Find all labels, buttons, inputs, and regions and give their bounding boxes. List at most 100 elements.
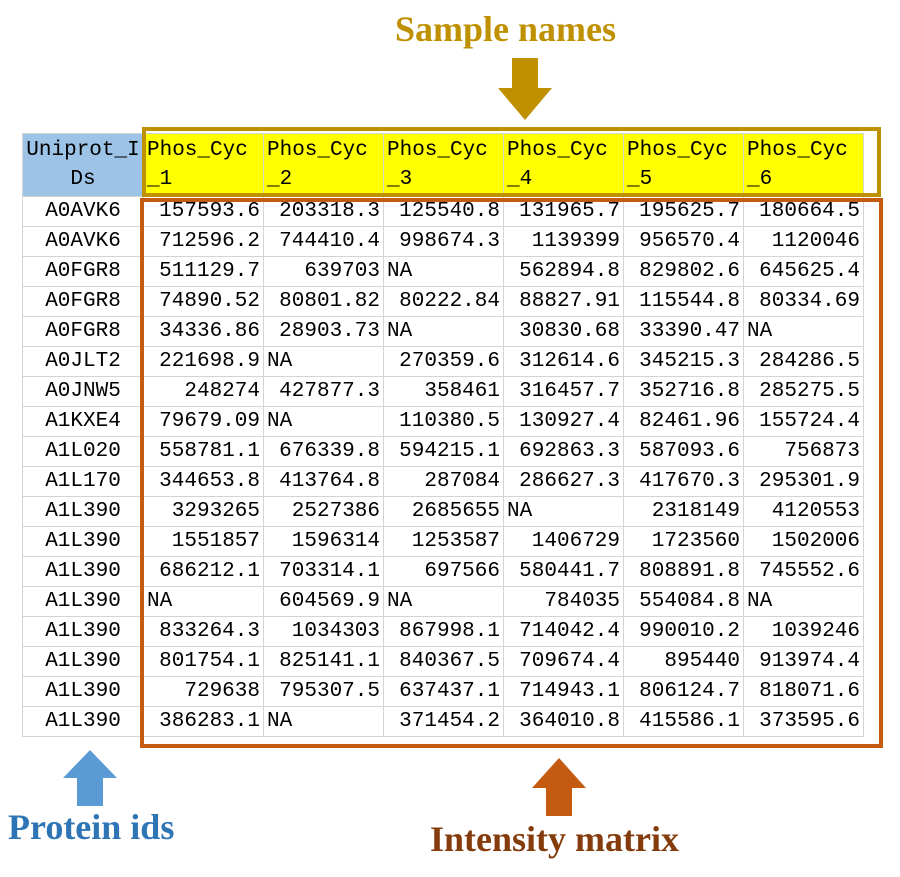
table-row: A1L390 1551857 1596314 1253587 1406729 172356… — [22, 526, 864, 557]
intensity-cell: 417670.3 — [623, 466, 744, 497]
intensity-cell: 558781.1 — [143, 436, 264, 467]
protein-id-cell: A1L020 — [22, 436, 144, 467]
intensity-cell: 562894.8 — [503, 256, 624, 287]
intensity-cell: 352716.8 — [623, 376, 744, 407]
table-row: A1L390 833264.3 1034303 867998.1 714042.4 990… — [22, 616, 864, 647]
intensity-table: Uniprot_IDs Phos_Cyc_1 Phos_Cyc_2 Phos_Cyc… — [22, 133, 864, 737]
intensity-cell: 833264.3 — [143, 616, 264, 647]
intensity-cell: 840367.5 — [383, 646, 504, 677]
sample-names-box — [142, 127, 881, 197]
protein-id-cell: A1L390 — [22, 556, 144, 587]
intensity-cell: 697566 — [383, 556, 504, 587]
intensity-cell: 744410.4 — [263, 226, 384, 257]
intensity-cell: 295301.9 — [743, 466, 864, 497]
intensity-cell: 358461 — [383, 376, 504, 407]
intensity-cell: 554084.8 — [623, 586, 744, 617]
intensity-cell: 1723560 — [623, 526, 744, 557]
protein-id-cell: A1L390 — [22, 526, 144, 557]
intensity-cell: 709674.4 — [503, 646, 624, 677]
intensity-cell: 1034303 — [263, 616, 384, 647]
sample-column-header-label: Phos_Cyc_4 — [507, 139, 608, 191]
protein-id-cell: A1L390 — [22, 616, 144, 647]
intensity-cell: 714042.4 — [503, 616, 624, 647]
intensity-cell: 818071.6 — [743, 676, 864, 707]
intensity-cell: 676339.8 — [263, 436, 384, 467]
protein-ids-label: Protein ids — [8, 807, 175, 847]
protein-id-cell: A0AVK6 — [22, 196, 144, 227]
intensity-cell: 312614.6 — [503, 346, 624, 377]
intensity-cell: 511129.7 — [143, 256, 264, 287]
table-row: A1L390 729638 795307.5 637437.1 714943.1 8061… — [22, 676, 864, 707]
sample-column-header: Phos_Cyc_2 — [263, 133, 384, 197]
protein-id-cell: A0JNW5 — [22, 376, 144, 407]
intensity-cell: 415586.1 — [623, 706, 744, 737]
arrow-down-icon — [498, 58, 552, 120]
intensity-cell: 806124.7 — [623, 676, 744, 707]
intensity-cell: 344653.8 — [143, 466, 264, 497]
protein-id-cell: A1L390 — [22, 646, 144, 677]
intensity-cell: 604569.9 — [263, 586, 384, 617]
intensity-cell: 115544.8 — [623, 286, 744, 317]
id-column-header: Uniprot_IDs — [22, 133, 144, 197]
arrow-up-icon — [63, 750, 117, 806]
intensity-cell: 287084 — [383, 466, 504, 497]
intensity-cell: 155724.4 — [743, 406, 864, 437]
intensity-cell: NA — [743, 316, 864, 347]
intensity-cell: 1551857 — [143, 526, 264, 557]
intensity-cell: 645625.4 — [743, 256, 864, 287]
intensity-cell: 990010.2 — [623, 616, 744, 647]
sample-names-label: Sample names — [395, 9, 617, 49]
table-row: A0FGR8 34336.86 28903.73 NA 30830.68 33390.47… — [22, 316, 864, 347]
intensity-cell: 913974.4 — [743, 646, 864, 677]
intensity-cell: 3293265 — [143, 496, 264, 527]
intensity-cell: 729638 — [143, 676, 264, 707]
intensity-cell: 371454.2 — [383, 706, 504, 737]
protein-id-cell: A1L170 — [22, 466, 144, 497]
intensity-cell: 4120553 — [743, 496, 864, 527]
intensity-cell: 1139399 — [503, 226, 624, 257]
table-row: A1L390 386283.1 NA 371454.2 364010.8 415586.1… — [22, 706, 864, 737]
protein-id-cell: A0FGR8 — [22, 286, 144, 317]
sample-column-header-label: Phos_Cyc_3 — [387, 139, 488, 191]
intensity-cell: 386283.1 — [143, 706, 264, 737]
intensity-cell: NA — [143, 586, 264, 617]
intensity-cell: 110380.5 — [383, 406, 504, 437]
protein-id-cell: A0JLT2 — [22, 346, 144, 377]
intensity-cell: 1502006 — [743, 526, 864, 557]
intensity-cell: 795307.5 — [263, 676, 384, 707]
intensity-cell: 587093.6 — [623, 436, 744, 467]
intensity-matrix-label: Intensity matrix — [430, 819, 679, 859]
intensity-cell: 686212.1 — [143, 556, 264, 587]
sample-column-header-label: Phos_Cyc_5 — [627, 139, 728, 191]
intensity-cell: 413764.8 — [263, 466, 384, 497]
sample-column-header-label: Phos_Cyc_2 — [267, 139, 368, 191]
intensity-cell: NA — [383, 316, 504, 347]
intensity-cell: 270359.6 — [383, 346, 504, 377]
intensity-cell: 427877.3 — [263, 376, 384, 407]
intensity-cell: 639703 — [263, 256, 384, 287]
intensity-cell: 756873 — [743, 436, 864, 467]
protein-id-cell: A1L390 — [22, 706, 144, 737]
protein-id-cell: A0FGR8 — [22, 256, 144, 287]
table-row: A0JNW5 248274 427877.3 358461 316457.7 352716… — [22, 376, 864, 407]
sample-column-header: Phos_Cyc_6 — [743, 133, 864, 197]
table-row: A1L390 3293265 2527386 2685655 NA 2318149 4120… — [22, 496, 864, 527]
intensity-cell: 714943.1 — [503, 676, 624, 707]
table-row: A1L390 801754.1 825141.1 840367.5 709674.4 89… — [22, 646, 864, 677]
protein-id-cell: A1L390 — [22, 586, 144, 617]
intensity-cell: 80222.84 — [383, 286, 504, 317]
table-row: A1L020 558781.1 676339.8 594215.1 692863.3 58… — [22, 436, 864, 467]
sample-column-header: Phos_Cyc_4 — [503, 133, 624, 197]
table-row: A1KXE4 79679.09 NA 110380.5 130927.4 82461.96… — [22, 406, 864, 437]
intensity-cell: 130927.4 — [503, 406, 624, 437]
intensity-cell: 829802.6 — [623, 256, 744, 287]
protein-id-cell: A0FGR8 — [22, 316, 144, 347]
id-column-header-label: Uniprot_IDs — [26, 139, 140, 191]
protein-id-cell: A1KXE4 — [22, 406, 144, 437]
intensity-cell: 316457.7 — [503, 376, 624, 407]
intensity-cell: 1120046 — [743, 226, 864, 257]
table-row: A1L390 NA 604569.9 NA 784035 554084.8 NA — [22, 586, 864, 617]
table-row: A1L390 686212.1 703314.1 697566 580441.7 8088… — [22, 556, 864, 587]
intensity-cell: 373595.6 — [743, 706, 864, 737]
table-row: A0JLT2 221698.9 NA 270359.6 312614.6 345215.3… — [22, 346, 864, 377]
